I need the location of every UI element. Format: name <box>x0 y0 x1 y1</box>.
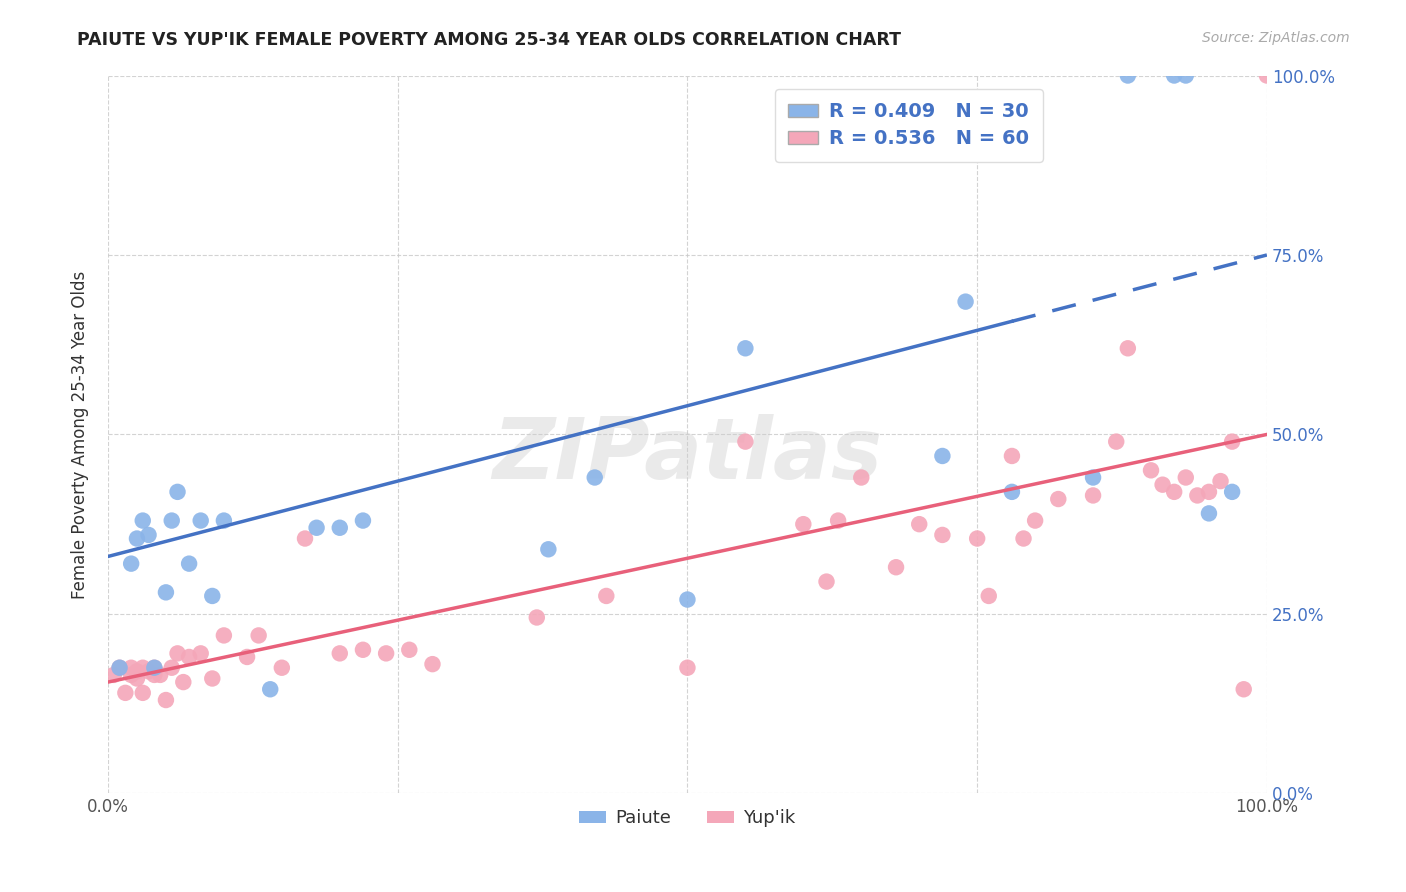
Point <box>352 514 374 528</box>
Point <box>537 542 560 557</box>
Point <box>827 514 849 528</box>
Point <box>103 668 125 682</box>
Point <box>1047 491 1070 506</box>
Text: Source: ZipAtlas.com: Source: ZipAtlas.com <box>1202 31 1350 45</box>
Point <box>132 514 155 528</box>
Point <box>143 661 166 675</box>
Point <box>155 693 177 707</box>
Point <box>247 628 270 642</box>
Point <box>120 668 142 682</box>
Point <box>1198 484 1220 499</box>
Point <box>1105 434 1128 449</box>
Point <box>1001 449 1024 463</box>
Point <box>1220 434 1243 449</box>
Point <box>1140 463 1163 477</box>
Point <box>329 646 352 660</box>
Point <box>190 514 212 528</box>
Point <box>190 646 212 660</box>
Point <box>583 470 606 484</box>
Point <box>201 589 224 603</box>
Point <box>179 557 201 571</box>
Point <box>120 661 142 675</box>
Point <box>125 665 148 679</box>
Point <box>375 646 398 660</box>
Point <box>294 532 316 546</box>
Point <box>132 686 155 700</box>
Point <box>676 592 699 607</box>
Point <box>1198 507 1220 521</box>
Point <box>201 672 224 686</box>
Point <box>1256 69 1278 83</box>
Point <box>160 661 183 675</box>
Point <box>595 589 617 603</box>
Point <box>526 610 548 624</box>
Point <box>1152 477 1174 491</box>
Point <box>125 532 148 546</box>
Point <box>143 668 166 682</box>
Point <box>270 661 292 675</box>
Point <box>1174 470 1197 484</box>
Point <box>108 661 131 675</box>
Point <box>259 682 281 697</box>
Point <box>1081 470 1104 484</box>
Point <box>966 532 988 546</box>
Point <box>1081 488 1104 502</box>
Point <box>132 661 155 675</box>
Point <box>734 341 756 355</box>
Point <box>1233 682 1256 697</box>
Point <box>172 675 194 690</box>
Point <box>422 657 444 672</box>
Point <box>1024 514 1046 528</box>
Point <box>114 686 136 700</box>
Point <box>1116 69 1139 83</box>
Point <box>734 434 756 449</box>
Point <box>815 574 838 589</box>
Point <box>676 661 699 675</box>
Legend: Paiute, Yup'ik: Paiute, Yup'ik <box>572 802 803 835</box>
Point <box>1001 484 1024 499</box>
Point <box>155 585 177 599</box>
Point <box>398 642 420 657</box>
Point <box>329 521 352 535</box>
Point <box>977 589 1000 603</box>
Point <box>1116 341 1139 355</box>
Point <box>212 514 235 528</box>
Point <box>1174 69 1197 83</box>
Point <box>1187 488 1209 502</box>
Point <box>166 646 188 660</box>
Point <box>149 668 172 682</box>
Text: PAIUTE VS YUP'IK FEMALE POVERTY AMONG 25-34 YEAR OLDS CORRELATION CHART: PAIUTE VS YUP'IK FEMALE POVERTY AMONG 25… <box>77 31 901 49</box>
Point <box>305 521 328 535</box>
Point <box>352 642 374 657</box>
Point <box>125 672 148 686</box>
Point <box>138 665 160 679</box>
Point <box>143 661 166 675</box>
Point <box>1209 474 1232 488</box>
Point <box>851 470 873 484</box>
Point <box>931 449 953 463</box>
Point <box>160 514 183 528</box>
Point <box>236 650 259 665</box>
Point <box>955 294 977 309</box>
Point <box>138 528 160 542</box>
Point <box>1163 69 1185 83</box>
Point <box>1220 484 1243 499</box>
Point <box>166 484 188 499</box>
Point <box>884 560 907 574</box>
Point <box>908 517 931 532</box>
Point <box>212 628 235 642</box>
Text: ZIPatlas: ZIPatlas <box>492 415 883 498</box>
Point <box>1012 532 1035 546</box>
Point <box>120 557 142 571</box>
Y-axis label: Female Poverty Among 25-34 Year Olds: Female Poverty Among 25-34 Year Olds <box>72 270 89 599</box>
Point <box>179 650 201 665</box>
Point <box>931 528 953 542</box>
Point <box>792 517 814 532</box>
Point <box>1163 484 1185 499</box>
Point <box>108 661 131 675</box>
